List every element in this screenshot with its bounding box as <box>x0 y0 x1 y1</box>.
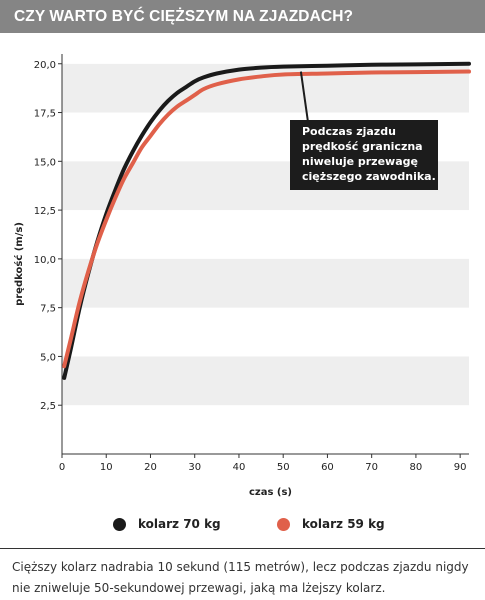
y-tick-label: 17,5 <box>34 109 56 120</box>
legend-swatch-heavy <box>113 517 126 531</box>
x-tick-label: 90 <box>454 462 467 473</box>
y-axis-title: prędkość (m/s) <box>13 222 25 306</box>
x-tick-label: 80 <box>410 462 423 473</box>
legend-item-light: kolarz 59 kg <box>277 517 385 531</box>
separator-line <box>0 548 485 549</box>
callout-pointer <box>299 71 309 123</box>
y-tick-label: 2,5 <box>40 401 56 412</box>
x-tick-label: 10 <box>100 462 113 473</box>
series-line-light <box>62 69 471 369</box>
y-tick-label: 12,5 <box>34 206 56 217</box>
legend-swatch-light <box>277 517 290 531</box>
chart-title: CZY WARTO BYĆ CIĘŻSZYM NA ZJAZDACH? <box>14 8 354 25</box>
x-axis-title: czas (s) <box>249 487 292 498</box>
y-tick-label: 7,5 <box>40 304 56 315</box>
callout-text-line: prędkość graniczna <box>302 140 423 153</box>
x-tick-label: 40 <box>233 462 246 473</box>
x-tick-label: 50 <box>277 462 290 473</box>
callout-text-line: cięższego zawodnika. <box>302 170 436 183</box>
legend-label-light: kolarz 59 kg <box>302 517 385 531</box>
grid-band-top <box>62 54 469 64</box>
legend-label-heavy: kolarz 70 kg <box>138 517 221 531</box>
axes-layer: 2,5 5,0 7,5 10,0 12,5 15,0 17,5 20,0 0 10 20 30 40 50… <box>13 54 469 498</box>
speed-chart: 2,5 5,0 7,5 10,0 12,5 15,0 17,5 20,0 0 10 20 30 40 50… <box>13 54 471 498</box>
y-tick-label: 5,0 <box>40 352 56 363</box>
x-tick-label: 30 <box>188 462 201 473</box>
grid-band <box>62 258 469 308</box>
caption-text: Cięższy kolarz nadrabia 10 sekund (115 m… <box>12 560 469 595</box>
legend: kolarz 70 kg kolarz 59 kg <box>0 517 485 541</box>
stripes-layer <box>62 54 469 406</box>
annotation-layer: Podczas zjazdu prędkość graniczna niweluje… <box>290 71 438 190</box>
title-bar: CZY WARTO BYĆ CIĘŻSZYM NA ZJAZDACH? <box>0 0 485 33</box>
legend-item-heavy: kolarz 70 kg <box>113 517 221 531</box>
callout-text-line: Podczas zjazdu <box>302 125 396 138</box>
y-tick-label: 15,0 <box>34 157 56 168</box>
callout-box <box>290 120 438 190</box>
x-tick-label: 60 <box>321 462 334 473</box>
x-tick-label: 0 <box>59 462 65 473</box>
x-tick-label: 70 <box>365 462 378 473</box>
series-layer <box>62 61 471 380</box>
callout-text-line: niweluje przewagę <box>302 155 418 168</box>
grid-band <box>62 356 469 406</box>
x-tick-label: 20 <box>144 462 157 473</box>
y-tick-label: 10,0 <box>34 255 56 266</box>
y-tick-label: 20,0 <box>34 60 56 71</box>
